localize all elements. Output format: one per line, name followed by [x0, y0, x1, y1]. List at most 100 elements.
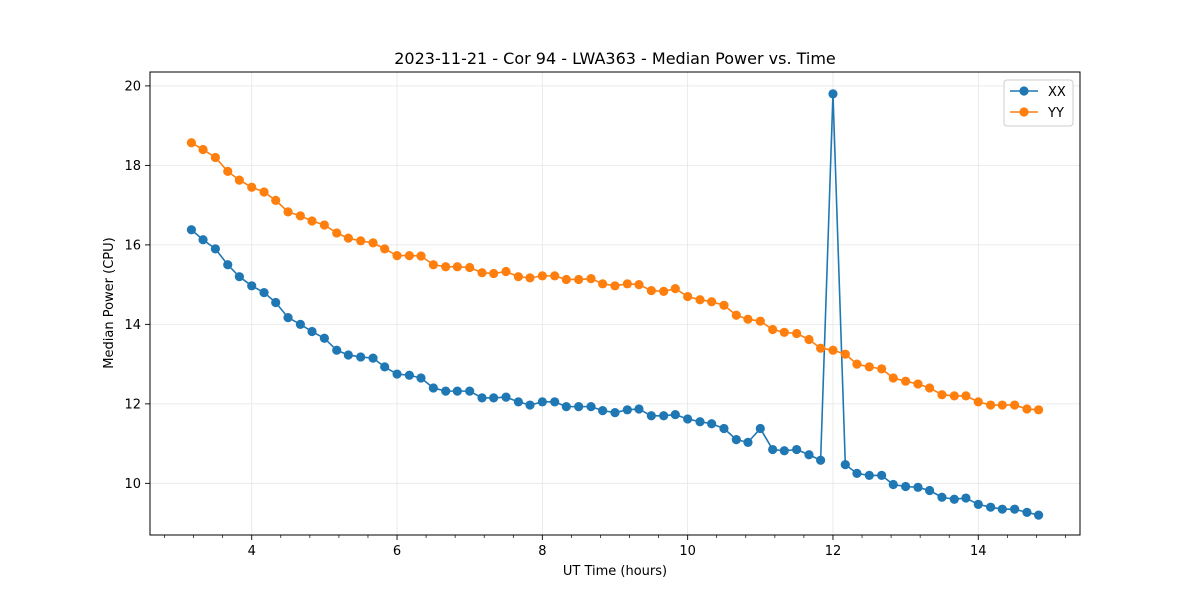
data-point-yy — [489, 268, 499, 279]
data-point-xx — [271, 297, 281, 308]
data-point-yy — [731, 310, 741, 320]
data-point-yy — [392, 251, 402, 261]
data-point-xx — [937, 492, 947, 502]
data-point-yy — [949, 391, 959, 401]
data-point-xx — [368, 353, 378, 363]
data-point-xx — [888, 479, 898, 490]
data-point-yy — [610, 281, 620, 291]
data-point-xx — [864, 470, 874, 480]
data-point-xx — [283, 313, 293, 323]
data-point-yy — [441, 262, 451, 272]
data-point-xx — [343, 350, 353, 360]
data-point-yy — [247, 182, 257, 192]
data-point-yy — [307, 216, 317, 226]
data-point-xx — [659, 411, 669, 421]
data-point-xx — [792, 444, 802, 455]
data-point-yy — [707, 297, 717, 307]
data-point-yy — [465, 262, 475, 273]
data-point-yy — [416, 251, 426, 261]
data-point-yy — [234, 175, 244, 185]
x-tick-label: 8 — [538, 544, 546, 559]
data-point-yy — [683, 291, 693, 302]
legend-marker-yy — [1019, 107, 1029, 117]
data-point-yy — [973, 397, 983, 407]
x-tick-label: 10 — [679, 544, 696, 559]
x-axis-title: UT Time (hours) — [563, 564, 667, 579]
data-point-yy — [634, 280, 644, 290]
data-point-xx — [428, 383, 438, 393]
x-tick-label: 14 — [970, 544, 987, 559]
data-point-xx — [198, 235, 208, 245]
data-point-xx — [247, 281, 257, 291]
data-point-xx — [1010, 504, 1020, 514]
data-point-xx — [259, 287, 269, 298]
data-point-xx — [852, 468, 862, 478]
data-point-yy — [695, 295, 705, 305]
data-point-yy — [828, 345, 838, 355]
data-point-xx — [683, 414, 693, 424]
data-point-xx — [319, 333, 329, 343]
data-point-xx — [743, 437, 753, 447]
data-point-yy — [1010, 400, 1020, 410]
data-point-xx — [719, 423, 729, 434]
data-point-xx — [901, 481, 911, 492]
data-point-xx — [550, 397, 560, 407]
chart-title: 2023-11-21 - Cor 94 - LWA363 - Median Po… — [394, 49, 836, 68]
data-series — [186, 89, 1044, 520]
y-axis-title: Median Power (CPU) — [102, 237, 117, 368]
data-point-yy — [961, 391, 971, 401]
data-point-yy — [646, 285, 656, 296]
data-point-yy — [1022, 404, 1032, 414]
data-point-yy — [1033, 405, 1044, 415]
data-point-xx — [561, 402, 571, 412]
data-point-xx — [210, 244, 220, 254]
data-point-xx — [356, 352, 366, 362]
data-point-xx — [574, 402, 584, 412]
data-point-yy — [719, 300, 729, 310]
data-point-yy — [877, 364, 887, 374]
data-point-xx — [768, 444, 778, 455]
data-point-xx — [755, 423, 765, 434]
y-tick-label: 12 — [124, 397, 141, 412]
data-point-yy — [428, 260, 438, 270]
x-tick-label: 12 — [825, 544, 842, 559]
data-point-yy — [271, 195, 281, 205]
data-point-xx — [913, 482, 923, 492]
data-point-xx — [731, 435, 741, 445]
series-xx — [186, 89, 1044, 520]
data-point-xx — [961, 493, 971, 503]
data-point-yy — [755, 316, 765, 326]
data-point-xx — [332, 345, 342, 355]
data-point-yy — [550, 271, 560, 281]
data-point-xx — [1022, 507, 1032, 517]
x-tick-label: 4 — [248, 544, 256, 559]
data-point-yy — [913, 379, 923, 389]
data-point-yy — [925, 383, 935, 393]
legend-marker-xx — [1019, 86, 1029, 96]
data-point-xx — [501, 392, 511, 402]
data-point-xx — [646, 411, 656, 421]
data-point-yy — [537, 271, 547, 281]
data-point-xx — [598, 406, 608, 416]
data-point-yy — [513, 272, 523, 282]
data-point-yy — [452, 262, 462, 272]
data-point-yy — [852, 359, 862, 369]
data-point-xx — [816, 455, 826, 465]
data-point-xx — [997, 504, 1007, 514]
y-tick-label: 20 — [124, 79, 141, 94]
data-point-xx — [416, 373, 426, 383]
data-point-yy — [816, 343, 826, 353]
data-point-yy — [792, 328, 802, 339]
data-point-yy — [804, 334, 814, 345]
data-point-xx — [949, 494, 959, 504]
data-point-yy — [670, 284, 680, 294]
data-point-xx — [707, 419, 717, 429]
data-point-xx — [452, 386, 462, 396]
data-point-xx — [477, 393, 487, 403]
data-point-yy — [283, 207, 293, 217]
data-point-yy — [888, 373, 898, 383]
data-point-yy — [901, 376, 911, 386]
data-point-yy — [574, 274, 584, 285]
data-point-yy — [840, 349, 850, 359]
